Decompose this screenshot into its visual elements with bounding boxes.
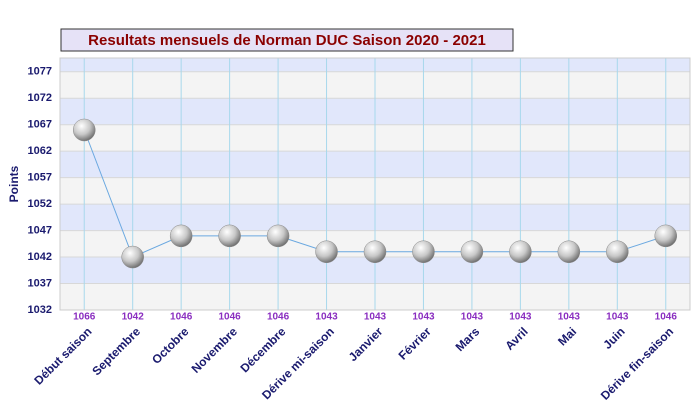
marker	[460, 240, 484, 264]
x-tick-label: Novembre	[189, 324, 241, 376]
value-label: 1042	[122, 312, 145, 323]
y-tick-label: 1077	[28, 66, 52, 78]
value-label: 1066	[73, 312, 96, 323]
y-tick-label: 1062	[28, 145, 52, 157]
y-tick-label: 1042	[28, 251, 52, 263]
value-label: 1046	[655, 312, 678, 323]
title-box	[60, 28, 514, 52]
y-tick-label: 1032	[28, 304, 52, 316]
marker	[363, 240, 387, 264]
value-label: 1043	[315, 312, 338, 323]
value-label: 1046	[170, 312, 193, 323]
x-tick-label: Février	[396, 324, 434, 362]
marker	[315, 240, 338, 264]
y-axis-label: Points	[7, 165, 21, 202]
x-tick-label: Septembre	[89, 324, 143, 378]
marks	[72, 118, 678, 269]
marker	[412, 240, 435, 264]
marker	[654, 224, 678, 248]
chart-title: Resultats mensuels de Norman DUC Saison …	[88, 32, 486, 49]
x-tick-label: Début saison	[31, 324, 94, 387]
marker	[121, 245, 144, 269]
y-tick-label: 1047	[28, 224, 52, 236]
y-tick-label: 1052	[28, 198, 52, 210]
x-tick-label: Mars	[453, 324, 483, 354]
x-tick-label: Janvier	[346, 324, 386, 364]
value-label: 1043	[558, 312, 581, 323]
x-tick-label: Juin	[600, 324, 627, 351]
value-label: 1046	[267, 312, 290, 323]
marker	[266, 224, 290, 248]
marker	[606, 240, 629, 264]
x-tick-label: Octobre	[149, 324, 192, 367]
y-tick-label: 1067	[28, 119, 52, 131]
value-label: 1043	[509, 312, 532, 323]
y-tick-label: 1072	[28, 92, 52, 104]
value-label: 1043	[606, 312, 629, 323]
x-tick-label: Décembre	[238, 324, 289, 375]
marker	[72, 118, 96, 142]
marker	[169, 224, 193, 248]
value-label: 1043	[461, 312, 484, 323]
plot-frame	[59, 57, 691, 311]
value-label: 1046	[218, 312, 241, 323]
x-tick-label: Avril	[502, 324, 530, 352]
marker	[509, 240, 532, 264]
value-label: 1043	[412, 312, 435, 323]
y-tick-label: 1037	[28, 277, 52, 289]
y-tick-label: 1057	[28, 172, 52, 184]
marker	[557, 240, 581, 264]
x-tick-label: Mai	[555, 324, 579, 348]
marker	[218, 224, 241, 248]
value-label: 1043	[364, 312, 387, 323]
